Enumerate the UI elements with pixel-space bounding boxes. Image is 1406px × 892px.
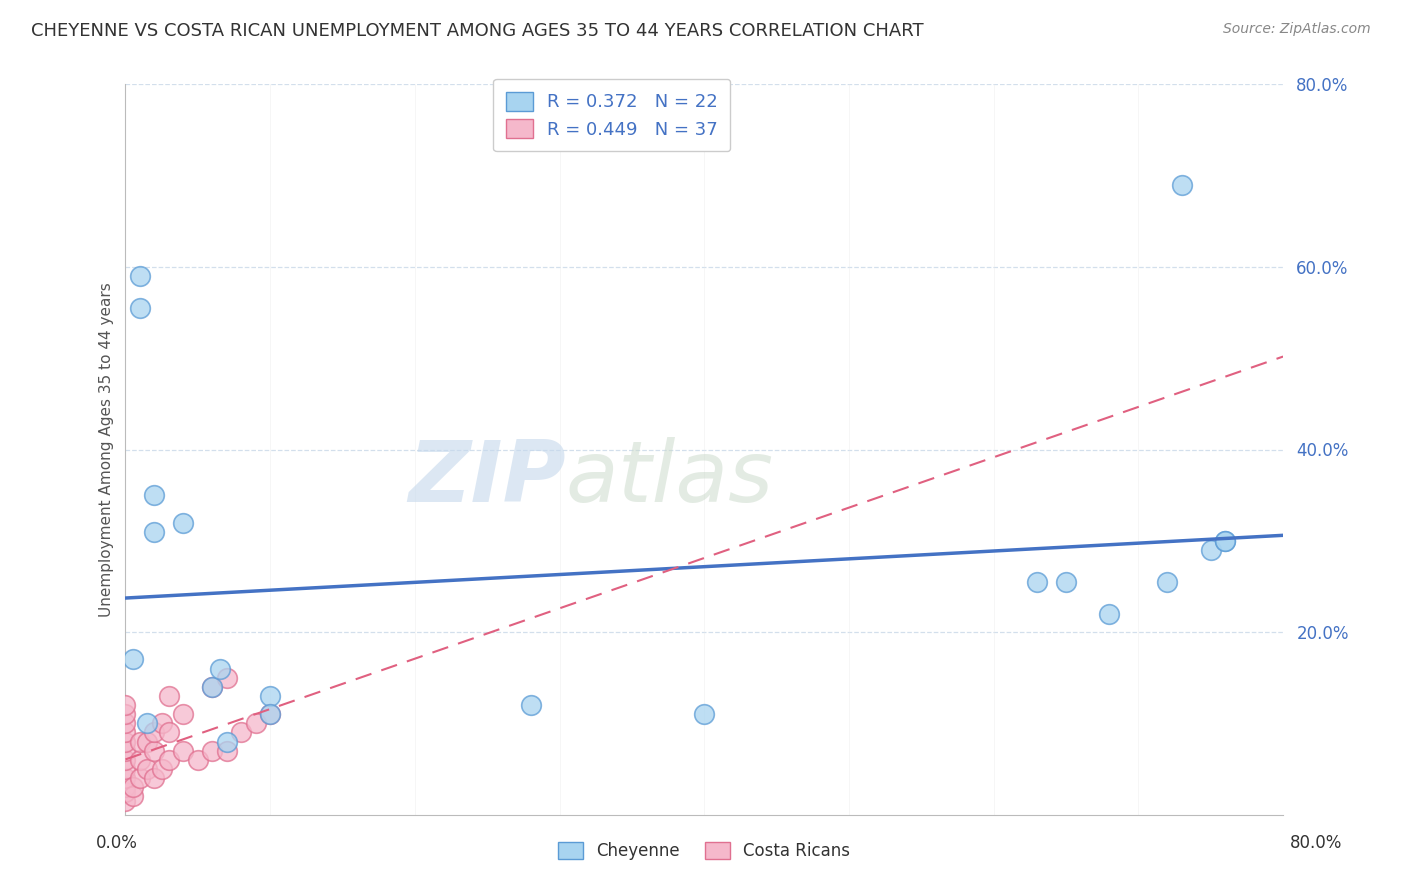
Point — [114, 780, 136, 794]
Point — [114, 725, 136, 739]
Point — [143, 744, 166, 758]
Text: Source: ZipAtlas.com: Source: ZipAtlas.com — [1223, 22, 1371, 37]
Point — [215, 734, 238, 748]
Point — [231, 725, 253, 739]
Point — [136, 716, 159, 731]
Point — [208, 661, 231, 675]
Point — [129, 771, 152, 785]
Point — [1026, 574, 1049, 589]
Point — [519, 698, 541, 712]
Point — [201, 680, 224, 694]
Point — [1199, 542, 1222, 557]
Point — [114, 785, 136, 799]
Point — [157, 753, 180, 767]
Text: atlas: atlas — [565, 437, 773, 520]
Text: 80.0%: 80.0% — [1291, 834, 1343, 852]
Point — [150, 762, 173, 776]
Point — [1213, 533, 1236, 548]
Point — [136, 734, 159, 748]
Point — [143, 725, 166, 739]
Point — [143, 488, 166, 502]
Point — [114, 762, 136, 776]
Point — [1098, 607, 1121, 621]
Point — [129, 734, 152, 748]
Point — [143, 771, 166, 785]
Legend: R = 0.372   N = 22, R = 0.449   N = 37: R = 0.372 N = 22, R = 0.449 N = 37 — [494, 78, 731, 151]
Point — [172, 744, 194, 758]
Point — [114, 744, 136, 758]
Point — [136, 762, 159, 776]
Point — [201, 680, 224, 694]
Point — [215, 671, 238, 685]
Text: CHEYENNE VS COSTA RICAN UNEMPLOYMENT AMONG AGES 35 TO 44 YEARS CORRELATION CHART: CHEYENNE VS COSTA RICAN UNEMPLOYMENT AMO… — [31, 22, 924, 40]
Point — [114, 707, 136, 722]
Point — [1171, 178, 1194, 192]
Point — [187, 753, 209, 767]
Point — [157, 725, 180, 739]
Point — [114, 698, 136, 712]
Point — [172, 707, 194, 722]
Point — [150, 716, 173, 731]
Point — [693, 707, 716, 722]
Point — [157, 689, 180, 703]
Point — [172, 516, 194, 530]
Y-axis label: Unemployment Among Ages 35 to 44 years: Unemployment Among Ages 35 to 44 years — [100, 282, 114, 617]
Text: ZIP: ZIP — [408, 437, 565, 520]
Point — [114, 771, 136, 785]
Point — [121, 789, 143, 804]
Point — [114, 716, 136, 731]
Point — [259, 707, 281, 722]
Point — [114, 734, 136, 748]
Point — [259, 707, 281, 722]
Point — [129, 269, 152, 284]
Point — [143, 524, 166, 539]
Point — [121, 780, 143, 794]
Point — [215, 744, 238, 758]
Point — [245, 716, 267, 731]
Point — [129, 301, 152, 315]
Point — [129, 753, 152, 767]
Point — [121, 652, 143, 666]
Point — [201, 744, 224, 758]
Point — [1054, 574, 1077, 589]
Text: 0.0%: 0.0% — [96, 834, 138, 852]
Point — [259, 689, 281, 703]
Point — [1156, 574, 1178, 589]
Point — [1213, 533, 1236, 548]
Point — [114, 753, 136, 767]
Point — [114, 794, 136, 808]
